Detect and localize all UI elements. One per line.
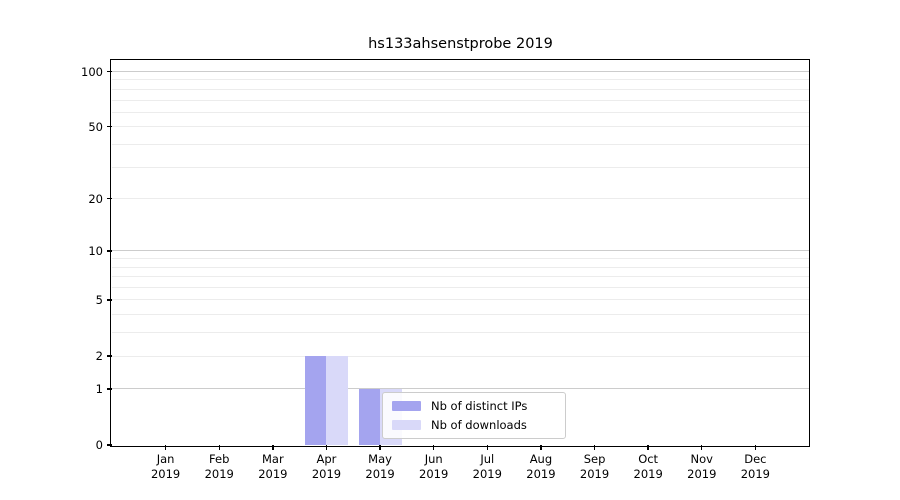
minor-gridline bbox=[112, 166, 809, 168]
minor-gridline bbox=[112, 99, 809, 101]
y-axis-tick-label: 0 bbox=[95, 438, 103, 452]
legend-label-distinct-ips: Nb of distinct IPs bbox=[431, 399, 528, 413]
x-axis-tick bbox=[647, 445, 649, 450]
x-axis-tick bbox=[272, 445, 274, 450]
y-axis-tick bbox=[107, 388, 112, 390]
x-axis-tick bbox=[593, 445, 596, 450]
y-axis-tick bbox=[107, 250, 112, 252]
x-axis-tick bbox=[701, 445, 703, 450]
minor-gridline bbox=[112, 258, 809, 260]
major-gridline bbox=[112, 71, 809, 72]
minor-gridline bbox=[112, 111, 809, 113]
x-axis-tick bbox=[379, 445, 381, 450]
bar-distinct-ips bbox=[304, 356, 327, 445]
legend: Nb of distinct IPs Nb of downloads bbox=[382, 392, 566, 439]
x-axis-tick bbox=[432, 445, 435, 450]
legend-swatch-downloads bbox=[392, 420, 421, 430]
x-axis-tick-label: Jun 2019 bbox=[419, 452, 449, 481]
legend-entry: Nb of downloads bbox=[392, 418, 556, 432]
y-axis-tick-label: 20 bbox=[88, 191, 103, 206]
minor-gridline bbox=[112, 266, 809, 268]
chart-title: hs133ahsenstprobe 2019 bbox=[368, 36, 553, 52]
y-axis-tick bbox=[107, 355, 112, 357]
minor-gridline bbox=[112, 314, 809, 316]
legend-label-downloads: Nb of downloads bbox=[431, 418, 527, 432]
y-axis-tick-label: 2 bbox=[95, 349, 103, 364]
x-axis-tick bbox=[540, 445, 542, 450]
minor-gridline bbox=[112, 198, 809, 200]
minor-gridline bbox=[112, 79, 809, 81]
x-axis-tick bbox=[218, 445, 220, 450]
legend-entry: Nb of distinct IPs bbox=[392, 399, 556, 413]
minor-gridline bbox=[112, 126, 809, 128]
y-axis-tick-label: 5 bbox=[95, 292, 103, 307]
x-axis-tick-label: Feb 2019 bbox=[204, 452, 234, 481]
x-axis-tick-label: Oct 2019 bbox=[633, 452, 663, 481]
x-axis-tick-label: Aug 2019 bbox=[526, 452, 556, 481]
bar-distinct-ips bbox=[358, 388, 381, 445]
y-axis-tick bbox=[107, 444, 112, 446]
x-axis-tick-label: Jan 2019 bbox=[150, 452, 181, 481]
x-axis-tick-label: May 2019 bbox=[365, 452, 395, 481]
minor-gridline bbox=[112, 299, 809, 301]
x-axis-tick-label: Apr 2019 bbox=[311, 452, 342, 481]
minor-gridline bbox=[112, 276, 809, 278]
y-axis-tick-label: 1 bbox=[95, 381, 103, 396]
minor-gridline bbox=[112, 88, 809, 90]
y-axis-tick-label: 10 bbox=[88, 243, 103, 258]
major-gridline bbox=[112, 250, 809, 252]
y-axis-tick bbox=[107, 126, 112, 128]
y-axis-tick bbox=[107, 70, 112, 73]
x-axis-tick bbox=[486, 445, 488, 450]
bar-downloads bbox=[326, 356, 348, 445]
y-axis-tick bbox=[107, 299, 112, 301]
x-axis-tick bbox=[754, 445, 757, 450]
y-axis-tick-label: 100 bbox=[81, 64, 103, 79]
x-axis-tick bbox=[325, 445, 328, 450]
x-axis-tick-label: Sep 2019 bbox=[579, 452, 610, 481]
y-axis-tick bbox=[107, 197, 112, 200]
x-axis-tick-label: Mar 2019 bbox=[258, 452, 288, 481]
minor-gridline bbox=[112, 332, 809, 334]
minor-gridline bbox=[112, 143, 809, 145]
minor-gridline bbox=[112, 355, 809, 357]
x-axis-tick-label: Nov 2019 bbox=[687, 452, 717, 481]
x-axis-tick-label: Jul 2019 bbox=[472, 452, 502, 481]
legend-swatch-distinct-ips bbox=[392, 401, 421, 411]
plot-area: 0 1 2 5 10 20 50 100 Jan 2019 Feb 2019 Mar 2019 Apr… bbox=[81, 61, 809, 481]
x-axis-tick bbox=[164, 445, 167, 450]
x-axis-tick-label: Dec 2019 bbox=[740, 452, 771, 481]
major-gridline bbox=[112, 388, 809, 390]
y-axis-tick-label: 50 bbox=[88, 119, 103, 134]
minor-gridline bbox=[112, 287, 809, 289]
